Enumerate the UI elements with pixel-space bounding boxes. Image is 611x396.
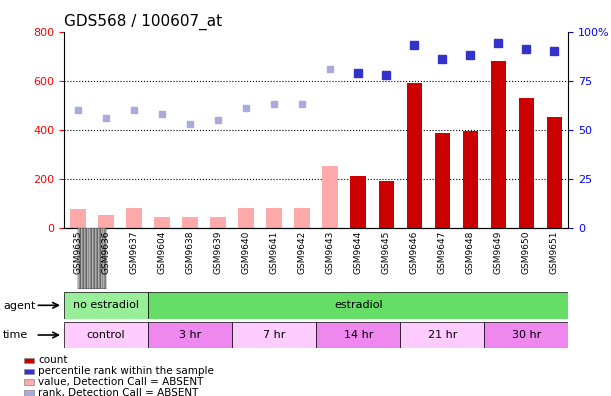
Bar	[92, 228, 93, 289]
Bar	[79, 228, 81, 289]
Bar	[378, 181, 394, 228]
Bar	[84, 228, 86, 289]
Bar	[95, 228, 97, 289]
Bar	[183, 217, 198, 228]
Text: GSM9639: GSM9639	[214, 231, 222, 274]
Text: GSM9636: GSM9636	[101, 231, 111, 274]
Bar	[491, 61, 506, 228]
Text: 3 hr: 3 hr	[179, 330, 201, 340]
Text: 7 hr: 7 hr	[263, 330, 285, 340]
Bar	[316, 322, 400, 348]
Bar	[155, 217, 170, 228]
Bar	[295, 208, 310, 228]
Bar	[89, 228, 90, 289]
Bar	[101, 228, 103, 289]
Text: GSM9643: GSM9643	[326, 231, 335, 274]
Bar	[64, 322, 148, 348]
Bar	[546, 118, 562, 228]
Bar	[485, 322, 568, 348]
Bar	[266, 208, 282, 228]
Bar	[24, 358, 34, 363]
Bar	[90, 228, 92, 289]
Bar	[24, 379, 34, 385]
Bar	[98, 215, 114, 228]
Bar	[351, 176, 366, 228]
Bar	[434, 133, 450, 228]
Text: GSM9650: GSM9650	[522, 231, 531, 274]
Text: time: time	[3, 330, 28, 341]
Text: GSM9604: GSM9604	[158, 231, 167, 274]
Bar	[98, 228, 100, 289]
Bar	[100, 228, 101, 289]
Text: agent: agent	[3, 301, 35, 311]
Bar	[103, 228, 104, 289]
Bar	[238, 208, 254, 228]
Text: GSM9648: GSM9648	[466, 231, 475, 274]
Bar	[87, 228, 89, 289]
Text: value, Detection Call = ABSENT: value, Detection Call = ABSENT	[38, 377, 204, 387]
Bar	[148, 292, 568, 319]
Bar	[93, 228, 95, 289]
Text: GSM9642: GSM9642	[298, 231, 307, 274]
Text: GSM9645: GSM9645	[382, 231, 390, 274]
Text: count: count	[38, 355, 68, 365]
Text: GDS568 / 100607_at: GDS568 / 100607_at	[64, 14, 222, 30]
Text: control: control	[87, 330, 125, 340]
Bar	[323, 166, 338, 228]
Bar	[104, 228, 106, 289]
Bar	[97, 228, 98, 289]
Bar	[24, 390, 34, 396]
Text: GSM9640: GSM9640	[242, 231, 251, 274]
Bar	[400, 322, 485, 348]
Bar	[81, 228, 83, 289]
Bar	[70, 209, 86, 228]
Bar	[232, 322, 316, 348]
Text: estradiol: estradiol	[334, 300, 382, 310]
Text: percentile rank within the sample: percentile rank within the sample	[38, 366, 214, 376]
Bar	[406, 83, 422, 228]
Text: no estradiol: no estradiol	[73, 300, 139, 310]
Bar	[86, 228, 87, 289]
Bar	[24, 369, 34, 374]
Bar	[64, 292, 148, 319]
Bar	[126, 208, 142, 228]
Text: 14 hr: 14 hr	[343, 330, 373, 340]
Text: GSM9647: GSM9647	[437, 231, 447, 274]
Text: GSM9638: GSM9638	[186, 231, 195, 274]
Bar	[78, 228, 79, 289]
Bar	[83, 228, 84, 289]
Text: GSM9644: GSM9644	[354, 231, 363, 274]
Text: GSM9651: GSM9651	[550, 231, 558, 274]
Bar	[463, 131, 478, 228]
Text: GSM9641: GSM9641	[269, 231, 279, 274]
Text: GSM9646: GSM9646	[410, 231, 419, 274]
Bar	[148, 322, 232, 348]
Text: GSM9649: GSM9649	[494, 231, 503, 274]
Text: 21 hr: 21 hr	[428, 330, 457, 340]
Text: 30 hr: 30 hr	[511, 330, 541, 340]
Text: GSM9635: GSM9635	[74, 231, 82, 274]
Text: GSM9637: GSM9637	[130, 231, 139, 274]
Text: rank, Detection Call = ABSENT: rank, Detection Call = ABSENT	[38, 388, 199, 396]
Bar	[519, 98, 534, 228]
Bar	[210, 217, 226, 228]
